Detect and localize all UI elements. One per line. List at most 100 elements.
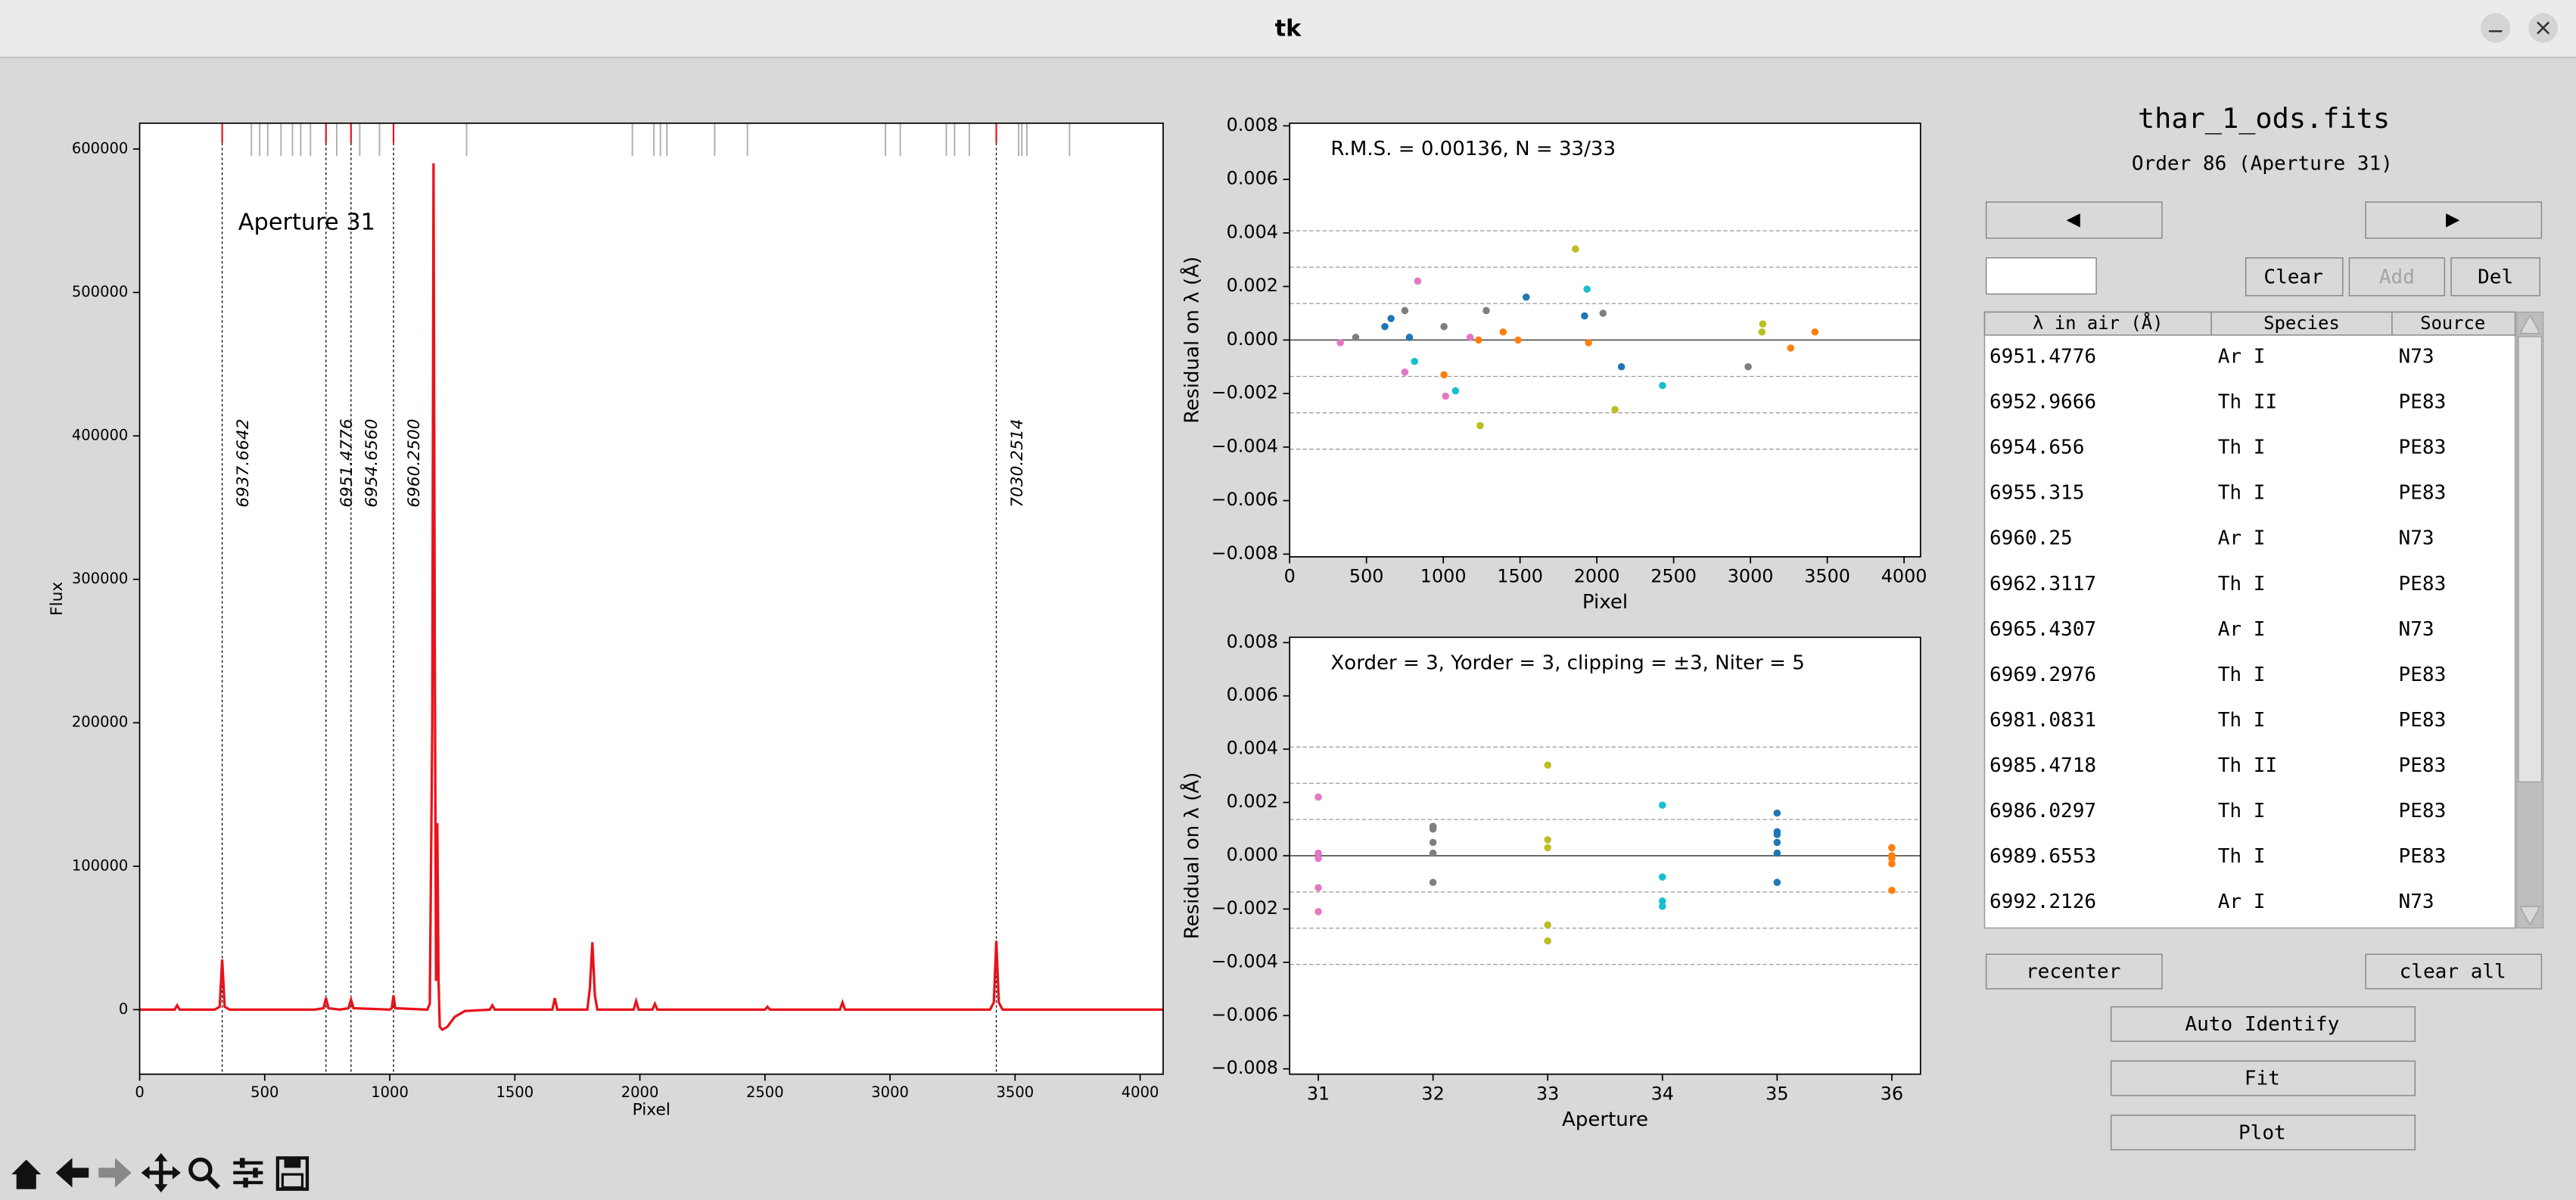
x-tick-label: 3000 xyxy=(871,1083,909,1101)
zoom-tool[interactable] xyxy=(188,1157,221,1189)
auto-identify-button[interactable]: Auto Identify xyxy=(2110,1006,2416,1043)
table-row[interactable]: 6985.4718 Th II PE83 xyxy=(1990,754,2446,777)
table-cell: PE83 xyxy=(2399,754,2447,777)
table-cell: 6955.315 xyxy=(1990,482,2084,505)
fit-button[interactable]: Fit xyxy=(2110,1060,2416,1096)
table-row[interactable]: 6960.25 Ar I N73 xyxy=(1990,527,2434,550)
del-button[interactable]: Del xyxy=(2450,257,2540,297)
table-scrollbar[interactable] xyxy=(2516,311,2544,929)
residual-point xyxy=(1811,328,1819,336)
x-tick-label: 3000 xyxy=(1728,566,1774,587)
table-row[interactable]: 6969.2976 Th I PE83 xyxy=(1990,664,2446,686)
plot-frame xyxy=(138,122,1164,1075)
residual-point xyxy=(1773,809,1781,817)
x-tick-label: 500 xyxy=(250,1083,278,1101)
clear-button[interactable]: Clear xyxy=(2245,257,2344,297)
residual-point xyxy=(1429,838,1437,847)
plot-content: 6937.6642 6951.4776 6954.6560 6960.2500 7030… xyxy=(139,123,1164,1074)
residual-point xyxy=(1401,368,1409,376)
table-cell: Th I xyxy=(2218,845,2266,868)
residual-point xyxy=(1581,312,1588,320)
residual-point xyxy=(1611,406,1619,414)
table-cell: Th I xyxy=(2218,573,2266,595)
y-tick-label: −0.004 xyxy=(1212,435,1278,456)
y-tick-label: 400000 xyxy=(72,427,129,444)
residual-point xyxy=(1658,873,1666,881)
y-tick-label: 200000 xyxy=(72,713,129,731)
residual-point xyxy=(1429,825,1437,833)
clear-all-button[interactable]: clear all xyxy=(2365,953,2543,990)
home-tool[interactable] xyxy=(11,1159,42,1189)
x-tick-label: 0 xyxy=(1284,566,1296,587)
prev-button[interactable]: ◀ xyxy=(1985,201,2163,239)
table-cell: 6954.656 xyxy=(1990,437,2084,459)
minimize-button[interactable] xyxy=(2481,13,2511,43)
table-cell: N73 xyxy=(2399,618,2434,641)
charts: 0 500 1000 1500 2000 2500 3000 3500 4000 0 100000 2… xyxy=(48,114,1927,1131)
table-cell: PE83 xyxy=(2399,391,2447,414)
table-cell: Th I xyxy=(2218,437,2266,459)
column-header: Source xyxy=(2420,312,2485,334)
table-row[interactable]: 6951.4776 Ar I N73 xyxy=(1990,346,2434,368)
table-row[interactable]: 6954.656 Th I PE83 xyxy=(1990,437,2446,459)
table-row[interactable]: 6992.2126 Ar I N73 xyxy=(1990,891,2434,913)
button-label: Clear xyxy=(2263,266,2322,288)
line-id-label: 6937.6642 xyxy=(234,419,253,508)
y-tick-label: 100000 xyxy=(72,856,129,874)
residual-point xyxy=(1381,322,1389,331)
pan-tool[interactable] xyxy=(141,1152,181,1193)
x-tick-label: 2000 xyxy=(1574,566,1620,587)
next-button[interactable]: ▶ xyxy=(2365,201,2543,239)
order-label: Order 86 (Aperture 31) xyxy=(2132,153,2393,176)
x-tick-label: 34 xyxy=(1651,1083,1674,1105)
table-cell: Th I xyxy=(2218,800,2266,822)
y-tick-label: −0.002 xyxy=(1212,382,1278,403)
residual-point xyxy=(1401,306,1409,315)
residual-point xyxy=(1758,328,1766,336)
x-axis-label: Aperture xyxy=(1562,1108,1648,1131)
y-tick-label: 500000 xyxy=(72,283,129,300)
table-cell: Th II xyxy=(2218,754,2277,777)
residual-point xyxy=(1482,306,1490,315)
plot-frame xyxy=(1289,636,1921,1075)
residual-point xyxy=(1429,878,1437,886)
table-row[interactable]: 6952.9666 Th II PE83 xyxy=(1990,391,2446,414)
recenter-button[interactable]: recenter xyxy=(1985,953,2163,990)
plot-button[interactable]: Plot xyxy=(2110,1115,2416,1151)
table-row[interactable]: 6989.6553 Th I PE83 xyxy=(1990,845,2446,868)
table-row[interactable]: 6962.3117 Th I PE83 xyxy=(1990,573,2446,595)
x-tick-label: 1500 xyxy=(1497,566,1543,587)
y-tick-label: 0.000 xyxy=(1227,844,1278,865)
table-cell: PE83 xyxy=(2399,845,2447,868)
forward-tool[interactable] xyxy=(98,1158,132,1188)
table-row[interactable]: 6955.315 Th I PE83 xyxy=(1990,482,2446,505)
table-cell: Th I xyxy=(2218,482,2266,505)
x-tick-label: 2500 xyxy=(746,1083,784,1101)
table-cell: 6952.9666 xyxy=(1990,391,2096,414)
plot-frame xyxy=(1289,122,1921,558)
table-cell: 6992.2126 xyxy=(1990,891,2096,913)
line-id-label: 7030.2514 xyxy=(1008,419,1027,508)
table-row[interactable]: 6965.4307 Ar I N73 xyxy=(1990,618,2434,641)
table-row[interactable]: 6986.0297 Th I PE83 xyxy=(1990,800,2446,822)
residual-point xyxy=(1659,381,1666,390)
table-row[interactable]: 6981.0831 Th I PE83 xyxy=(1990,709,2446,732)
configure-tool[interactable] xyxy=(233,1158,263,1188)
residual-point xyxy=(1888,886,1896,894)
back-tool[interactable] xyxy=(55,1158,89,1188)
residual-point xyxy=(1405,334,1414,341)
wavelength-entry[interactable] xyxy=(1985,257,2097,295)
close-button[interactable] xyxy=(2528,13,2559,43)
save-tool[interactable] xyxy=(275,1156,310,1191)
residual-point xyxy=(1544,844,1551,852)
y-tick-label: 0.008 xyxy=(1227,631,1278,652)
y-axis-label: Flux xyxy=(48,582,67,616)
y-tick-label: 0.004 xyxy=(1227,221,1278,242)
table-cell: PE83 xyxy=(2399,709,2447,732)
residual-point xyxy=(1585,339,1592,347)
y-tick-label: 0.002 xyxy=(1227,791,1278,812)
table-cell: PE83 xyxy=(2399,573,2447,595)
table-cell: Th I xyxy=(2218,709,2266,732)
x-tick-label: 1000 xyxy=(1420,566,1467,587)
x-tick-label: 1500 xyxy=(496,1083,534,1101)
